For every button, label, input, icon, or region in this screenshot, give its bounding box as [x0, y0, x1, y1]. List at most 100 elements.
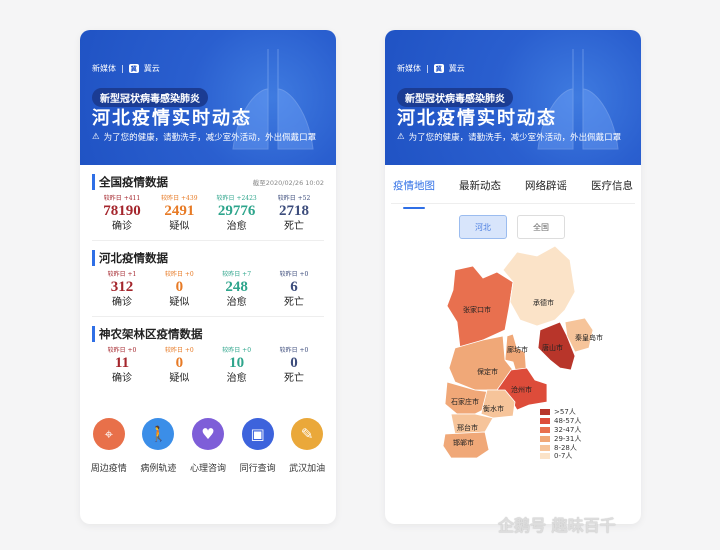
stat-value: 11: [114, 355, 130, 371]
bus-icon: ▣: [241, 418, 274, 450]
stat-value: 248: [225, 279, 248, 295]
map-region-label: 秦皇岛市: [575, 333, 603, 342]
banner-subtitle: 新型冠状病毒感染肺炎: [92, 88, 208, 107]
stats-section: 神农架林区疫情数据 较昨日 +0 11 确诊 较昨日 +0 0 疑似 较昨日 +0 10 治愈 较昨…: [80, 323, 336, 390]
banner-subtitle: 新型冠状病毒感染肺炎: [397, 88, 513, 107]
legend-label: 48-57人: [554, 417, 582, 426]
user-edit-icon: ✎: [291, 418, 324, 450]
stat-label: 疑似: [169, 373, 190, 384]
stat-item: 较昨日 +2423 29776 治愈: [209, 193, 265, 234]
map-region-label: 衡水市: [483, 404, 504, 413]
timestamp: 截至2020/02/26 10:02: [252, 179, 324, 187]
legend-swatch: [540, 453, 550, 460]
stat-value: 0: [175, 355, 184, 371]
stat-value: 29776: [217, 203, 256, 219]
tab-item[interactable]: 疫情地图: [393, 178, 435, 209]
map-region[interactable]: [444, 381, 492, 415]
legend-item: 29-31人: [540, 434, 581, 443]
lung-illustration: [537, 49, 619, 150]
legend-swatch: [540, 435, 550, 442]
watermark: 企鹅号 趣味百千: [498, 516, 616, 535]
map-region-label: 邯郸市: [453, 438, 474, 447]
stat-item: 较昨日 +52 2718 死亡: [266, 193, 322, 234]
shortcut-label: 武汉加油: [289, 464, 326, 474]
map-region[interactable]: [442, 431, 490, 459]
map-region[interactable]: [502, 245, 576, 327]
shortcut-button[interactable]: ✎ 武汉加油: [283, 418, 331, 475]
map-region-label: 廊坊市: [507, 345, 528, 354]
stat-delta: 较昨日 +0: [164, 271, 194, 278]
warning-notice: ⚠ 为了您的健康，请勤洗手，减少室外活动，外出佩戴口罩: [92, 131, 316, 143]
toggle-hebei[interactable]: 河北: [459, 215, 507, 239]
map-region[interactable]: [446, 265, 514, 349]
stat-item: 较昨日 +0 0 疑似: [151, 345, 207, 386]
legend-label: 0-7人: [554, 452, 573, 461]
shortcut-label: 心理咨询: [189, 464, 226, 474]
stats-section: 全国疫情数据 截至2020/02/26 10:02 较昨日 +411 78190 确诊较…: [80, 171, 336, 238]
legend-swatch: [540, 426, 550, 433]
map-region-label: 石家庄市: [451, 397, 479, 406]
partner-name: 冀云: [448, 64, 465, 73]
map-legend: >57人 48-57人 32-47人 29-31人 8-28人 0-7人: [540, 408, 581, 461]
stat-value: 10: [229, 355, 245, 371]
stat-item: 较昨日 +0 0 死亡: [266, 345, 322, 386]
section-title: 河北疫情数据: [92, 250, 168, 266]
shortcut-row: ⌖ 周边疫情 🚶 病例轨迹 ♥ 心理咨询 ▣ 同行查询 ✎ 武汉加油: [80, 418, 336, 475]
legend-item: 8-28人: [540, 443, 581, 452]
stat-label: 治愈: [226, 221, 247, 232]
shortcut-button[interactable]: ▣ 同行查询: [234, 418, 282, 475]
stat-delta: 较昨日 +0: [279, 347, 309, 354]
shortcut-button[interactable]: ⌖ 周边疫情: [85, 418, 133, 475]
map-region[interactable]: [480, 389, 516, 419]
stat-label: 疑似: [169, 221, 190, 232]
logo: 新媒体: [397, 64, 421, 73]
warning-text: 为了您的健康，请勤洗手，减少室外活动，外出佩戴口罩: [408, 133, 622, 143]
stat-label: 确诊: [112, 373, 132, 384]
stat-item: 较昨日 +0 6 死亡: [266, 269, 322, 310]
section-title: 神农架林区疫情数据: [92, 326, 203, 342]
shortcut-label: 病例轨迹: [140, 464, 177, 474]
stat-item: 较昨日 +7 248 治愈: [209, 269, 265, 310]
stats-section: 河北疫情数据 较昨日 +1 312 确诊 较昨日 +0 0 疑似 较昨日 +7 248 治愈 较昨日…: [80, 247, 336, 314]
shortcut-button[interactable]: ♥ 心理咨询: [184, 418, 232, 475]
legend-label: 8-28人: [554, 443, 577, 452]
brand: 新媒体 | 冀冀云: [397, 64, 465, 73]
stat-value: 78190: [103, 203, 141, 219]
warning-icon: ⚠: [397, 132, 405, 142]
stat-value: 2491: [164, 203, 195, 219]
stat-label: 死亡: [283, 373, 304, 384]
legend-item: 0-7人: [540, 452, 581, 461]
tab-item[interactable]: 最新动态: [459, 180, 501, 192]
map-region[interactable]: [564, 317, 594, 353]
map-region-label: 承德市: [533, 298, 554, 307]
stat-label: 治愈: [226, 373, 247, 384]
stat-label: 确诊: [112, 297, 132, 308]
stat-item: 较昨日 +0 0 疑似: [151, 269, 207, 310]
toggle-national[interactable]: 全国: [517, 215, 565, 239]
stat-delta: 较昨日 +7: [222, 271, 252, 278]
stat-delta: 较昨日 +0: [107, 347, 137, 354]
legend-item: 48-57人: [540, 417, 581, 426]
stat-label: 疑似: [169, 297, 190, 308]
legend-swatch: [540, 418, 550, 425]
stat-item: 较昨日 +439 2491 疑似: [151, 193, 207, 234]
map-region[interactable]: [537, 321, 576, 371]
stat-value: 0: [175, 279, 184, 295]
stat-label: 确诊: [112, 221, 132, 232]
stat-value: 2718: [278, 203, 309, 219]
map-region[interactable]: [450, 413, 494, 435]
tab-item[interactable]: 医疗信息: [591, 180, 633, 192]
lung-illustration: [232, 49, 314, 150]
legend-swatch: [540, 444, 550, 451]
tab-item[interactable]: 网络辟谣: [525, 180, 567, 192]
legend-label: >57人: [554, 408, 576, 417]
legend-item: >57人: [540, 408, 581, 417]
map-pin-icon: ⌖: [92, 418, 125, 450]
stat-item: 较昨日 +1 312 确诊: [94, 269, 150, 310]
shortcut-button[interactable]: 🚶 病例轨迹: [134, 418, 182, 475]
right-phone-screen: 新媒体 | 冀冀云 新型冠状病毒感染肺炎 河北疫情实时动态 ⚠ 为了您的健康，请勤洗手…: [385, 30, 641, 524]
divider: [92, 316, 324, 317]
banner: 新媒体 | 冀冀云 新型冠状病毒感染肺炎 河北疫情实时动态 ⚠ 为了您的健康，请勤洗手…: [80, 30, 336, 165]
banner-title: 河北疫情实时动态: [92, 108, 252, 129]
